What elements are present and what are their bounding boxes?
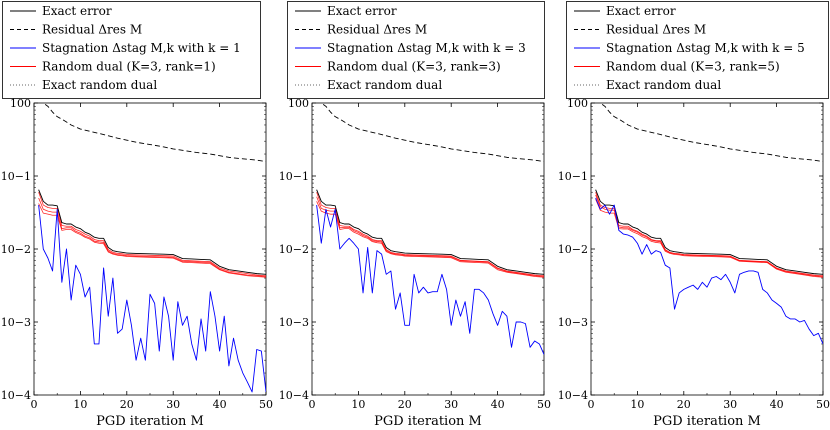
chart-panel-1: Exact error Residual Δres M Stagnation Δst…: [1, 1, 273, 429]
y-tick-label: 10−4: [1, 389, 31, 402]
legend-label-1: Exact error: [327, 4, 397, 18]
legend-label-1: Exact error: [606, 4, 676, 18]
legend-label-4: Random dual (K=3, rank=3): [327, 60, 501, 74]
y-tick-label: 10−2: [1, 243, 31, 256]
y-tick-label: 10−2: [558, 243, 588, 256]
y-tick-label: 10−3: [1, 316, 31, 329]
plot-frame: [311, 102, 545, 396]
series-line-random-1: [595, 192, 823, 277]
legend-label-4: Random dual (K=3, rank=5): [606, 60, 780, 74]
legend-label-1: Exact error: [42, 4, 112, 18]
y-tick-label: 10−4: [279, 389, 309, 402]
legend-label-5: Exact random dual: [327, 78, 442, 92]
x-axis-label: PGD iteration M: [374, 414, 482, 429]
x-tick-label: 30: [723, 398, 737, 411]
x-tick-label: 30: [444, 398, 458, 411]
y-tick-label: 10−2: [279, 243, 309, 256]
x-tick-label: 0: [588, 398, 595, 411]
x-tick-label: 20: [120, 398, 134, 411]
x-tick-label: 50: [259, 398, 273, 411]
x-tick-label: 10: [351, 398, 365, 411]
series-line-random-1: [38, 192, 266, 277]
plot-frame: [590, 102, 824, 396]
y-tick-label: 10−4: [558, 389, 588, 402]
series-line-random-1: [316, 192, 544, 277]
legend-label-5: Exact random dual: [606, 78, 721, 92]
series-line-exact: [316, 189, 544, 275]
x-tick-label: 40: [491, 398, 505, 411]
legend-label-3: Stagnation Δstag M,k with k = 3: [327, 41, 526, 55]
series-line-residual: [320, 103, 544, 162]
series-line-random-2: [595, 194, 823, 277]
x-axis-label: PGD iteration M: [653, 414, 761, 429]
x-tick-label: 0: [309, 398, 316, 411]
series-line-exact: [595, 189, 823, 275]
x-tick-label: 50: [537, 398, 551, 411]
x-axis-label: PGD iteration M: [96, 414, 204, 429]
series-line-exact: [38, 189, 266, 275]
series-line-stag: [316, 204, 544, 355]
y-tick-label: 10−3: [279, 316, 309, 329]
y-tick-label: 100: [288, 97, 309, 110]
chart-panel-2: Exact error Residual Δres M Stagnation Δst…: [279, 1, 551, 429]
legend-label-4: Random dual (K=3, rank=1): [42, 60, 216, 74]
series-line-residual: [599, 103, 823, 162]
series-line-residual: [42, 103, 266, 162]
legend-label-3: Stagnation Δstag M,k with k = 5: [606, 41, 805, 55]
legend-box: [287, 1, 545, 99]
x-tick-label: 20: [677, 398, 691, 411]
legend-label-5: Exact random dual: [42, 78, 157, 92]
x-tick-label: 20: [398, 398, 412, 411]
y-tick-label: 100: [567, 97, 588, 110]
legend-label-2: Residual Δres M: [327, 23, 427, 37]
series-line-random-2: [316, 196, 544, 277]
legend-label-3: Stagnation Δstag M,k with k = 1: [42, 41, 241, 55]
y-tick-label: 10−1: [279, 170, 309, 183]
x-tick-label: 30: [166, 398, 180, 411]
series-line-random-3: [595, 199, 823, 278]
x-tick-label: 10: [630, 398, 644, 411]
x-tick-label: 10: [73, 398, 87, 411]
x-tick-label: 0: [31, 398, 38, 411]
series-line-stag: [38, 205, 266, 393]
y-tick-label: 10−1: [558, 170, 588, 183]
chart-panel-3: Exact error Residual Δres M Stagnation Δst…: [558, 1, 830, 429]
series-line-random-3: [316, 201, 544, 278]
legend-box: [2, 1, 261, 99]
series-line-random-3: [38, 203, 266, 278]
legend-box: [566, 1, 829, 99]
legend-label-2: Residual Δres M: [42, 23, 142, 37]
x-tick-label: 50: [816, 398, 830, 411]
y-tick-label: 10−1: [1, 170, 31, 183]
y-tick-label: 100: [10, 97, 31, 110]
x-tick-label: 40: [213, 398, 227, 411]
legend-label-2: Residual Δres M: [606, 23, 706, 37]
x-tick-label: 40: [770, 398, 784, 411]
series-line-random-2: [38, 197, 266, 277]
series-line-stag: [595, 197, 823, 345]
y-tick-label: 10−3: [558, 316, 588, 329]
